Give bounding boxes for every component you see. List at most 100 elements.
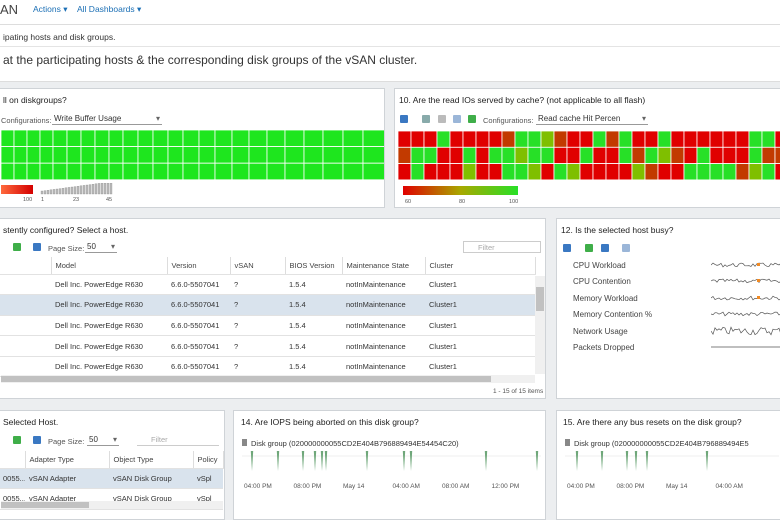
heatmap-cell: [605, 146, 620, 164]
heatmap-cell: [449, 163, 464, 180]
heatmap-cell: [579, 131, 594, 148]
filter-icon[interactable]: [33, 436, 41, 444]
legend-label: 1: [41, 197, 44, 203]
table-cell: [0, 356, 51, 378]
table-row[interactable]: 0055... vSAN Adapter vSAN Disk Group vSpl: [0, 468, 223, 490]
heatmap-cell: [514, 146, 529, 164]
filter-input[interactable]: Filter: [137, 434, 219, 446]
heatmap-cell: [322, 130, 344, 148]
heatmap-cell: [709, 163, 724, 180]
table-cell: notInMaintenance: [342, 294, 425, 316]
heatmap-cell: [722, 131, 737, 148]
toolbar-icon[interactable]: [622, 244, 630, 252]
toolbar-icon[interactable]: [422, 115, 430, 123]
heatmap-cell: [1, 130, 15, 148]
x-tick-label: May 14: [343, 483, 365, 490]
toolbar-icon[interactable]: [468, 115, 476, 123]
table-cell: vSpl: [193, 468, 223, 490]
table-row[interactable]: Dell Inc. PowerEdge R630 6.6.0-5507041? 1.…: [0, 294, 535, 316]
heatmap-cell: [488, 131, 503, 148]
heatmap-cell: [248, 146, 268, 164]
table-cell: Cluster1: [425, 335, 535, 357]
spike: [705, 451, 709, 471]
toolbar-icon[interactable]: [453, 115, 461, 123]
table-cell: [0, 274, 51, 296]
toolbar-icon[interactable]: [400, 115, 408, 123]
heatmap-cell: [342, 162, 364, 180]
heatmap-cell: [592, 146, 607, 164]
heatmap-cell: [66, 146, 82, 164]
table-row[interactable]: Dell Inc. PowerEdge R630 6.6.0-5507041? 1.…: [0, 356, 535, 378]
scroll-thumb[interactable]: [1, 502, 89, 508]
heatmap-cell: [152, 130, 169, 148]
spike: [645, 451, 649, 471]
toolbar-icon[interactable]: [438, 115, 446, 123]
config-dropdown[interactable]: Read cache Hit Percen: [536, 114, 648, 125]
sparkline-path: [711, 278, 780, 284]
table: Model Version vSAN BIOS Version Maintenance …: [0, 257, 536, 378]
sparkline-marker: [757, 295, 760, 299]
filter-icon[interactable]: [33, 243, 41, 251]
x-tick-label: 08:00 AM: [442, 483, 469, 490]
heatmap-cell: [696, 163, 711, 180]
adapters-table: Adapter Type Object Type Policy 0055... vSAN…: [0, 451, 224, 510]
heatmap-cell: [182, 162, 200, 180]
heatmap-cell: [605, 163, 620, 180]
heatmap-cell: [152, 162, 169, 180]
series-label: Disk group (020000000055CD2E404B79688949…: [574, 439, 749, 448]
actions-menu[interactable]: Actions: [33, 4, 68, 15]
page-size-dropdown[interactable]: 50: [87, 435, 119, 446]
table-cell: ?: [230, 294, 285, 316]
table-cell: 1.5.4: [285, 294, 342, 316]
color-legend: 100 1 23 45: [1, 183, 113, 203]
table-row[interactable]: Dell Inc. PowerEdge R630 6.6.0-5507041? 1.…: [0, 315, 535, 337]
config-dropdown[interactable]: Write Buffer Usage: [52, 114, 162, 125]
table-row[interactable]: Dell Inc. PowerEdge R630 6.6.0-5507041? 1.…: [0, 335, 535, 357]
column-header: Maintenance State: [342, 257, 426, 275]
column-header: Adapter Type: [25, 451, 110, 469]
heatmap-cell: [423, 146, 438, 164]
toolbar-icon[interactable]: [13, 436, 21, 444]
table-row[interactable]: Dell Inc. PowerEdge R630 6.6.0-5507041? 1.…: [0, 274, 535, 296]
toolbar-icon[interactable]: [601, 244, 609, 252]
toolbar-icon[interactable]: [13, 243, 21, 251]
heatmap-cell: [735, 146, 750, 164]
hosts-panel: stently configured? Select a host. Page …: [0, 218, 546, 399]
legend-label: 100: [23, 197, 32, 203]
toolbar-icon[interactable]: [585, 244, 593, 252]
heatmap-cell: [462, 131, 477, 148]
color-legend: 60 80 100: [403, 186, 518, 205]
heatmap-cell: [423, 131, 438, 148]
heatmap-cell: [683, 146, 698, 164]
heatmap-cell: [657, 131, 672, 148]
sparkline: [711, 278, 780, 284]
toolbar-icon[interactable]: [563, 244, 571, 252]
scrollbar[interactable]: [535, 276, 545, 374]
scroll-thumb[interactable]: [1, 376, 491, 382]
heatmap-cell: [501, 146, 516, 164]
table-cell: 6.6.0-5507041: [167, 335, 230, 357]
heatmap-cell: [553, 131, 568, 148]
heatmap-cell: [566, 131, 581, 148]
filter-input[interactable]: Filter: [463, 241, 541, 253]
heatmap-cell: [631, 131, 646, 148]
table-cell: vSAN Disk Group: [109, 468, 193, 490]
heatmap-cell: [1, 162, 15, 180]
scroll-thumb[interactable]: [536, 287, 544, 311]
heatmap-cell: [722, 163, 737, 180]
heatmap-cell: [410, 163, 425, 180]
intro: ipating hosts and disk groups. at the pa…: [0, 25, 780, 82]
scrollbar[interactable]: [1, 375, 535, 383]
page-size-dropdown[interactable]: 50: [85, 242, 117, 253]
scrollbar[interactable]: [1, 501, 223, 509]
x-tick-label: 12:00 PM: [492, 483, 520, 490]
heatmap-cell: [592, 131, 607, 148]
dashboards-menu[interactable]: All Dashboards: [77, 4, 141, 15]
heatmap-cell: [398, 131, 412, 148]
table-cell: ?: [230, 335, 285, 357]
heatmap-cell: [774, 163, 780, 180]
heatmap-cell: [80, 162, 96, 180]
table: Adapter Type Object Type Policy 0055... vSAN…: [0, 451, 224, 510]
heatmap-cell: [462, 163, 477, 180]
heatmap-cell: [566, 163, 581, 180]
